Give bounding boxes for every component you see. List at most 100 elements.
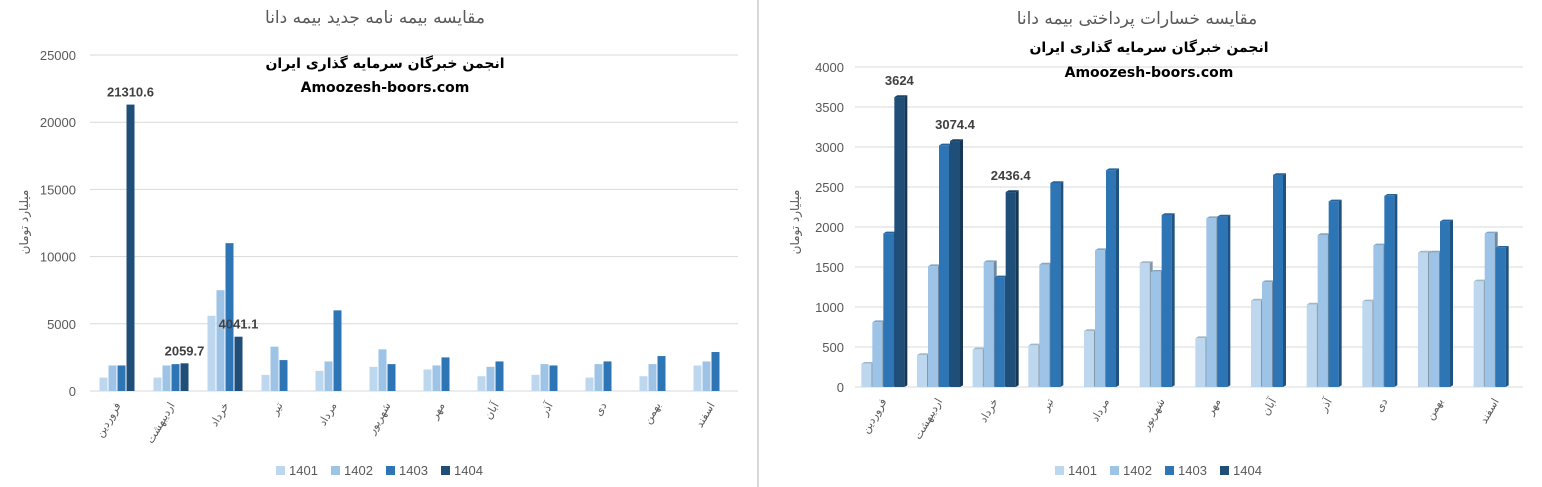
bar (861, 363, 872, 387)
bar-top (1139, 261, 1153, 263)
x-tick-label: فروردین (859, 396, 889, 436)
bar (1161, 215, 1172, 387)
bar-side (1015, 190, 1019, 387)
bar (423, 369, 432, 391)
bar (1262, 282, 1272, 387)
watermark-site: Amoozesh-boors.com (1065, 65, 1234, 81)
bar-top (1039, 262, 1053, 265)
data-label: 3624 (885, 73, 915, 88)
bar (153, 377, 162, 391)
x-tick-label: اسفند (693, 400, 718, 430)
bar (270, 346, 279, 391)
bar (883, 233, 894, 387)
chart-new-policies-svg: مقایسه بیمه نامه جدید بیمه دانا 0 5000 1000… (17, 8, 738, 478)
bar-top (1473, 279, 1487, 282)
bar-top (972, 347, 986, 350)
bar (333, 310, 342, 391)
data-label: 4041.1 (219, 317, 259, 332)
bar (531, 374, 540, 391)
legend-swatch (1165, 466, 1174, 475)
bar (693, 365, 702, 391)
y-tick-label: 4000 (815, 60, 844, 75)
bar (126, 104, 135, 391)
bar-top (1273, 173, 1286, 175)
bar-top (1317, 233, 1331, 235)
y-tick-label: 1000 (815, 300, 844, 315)
chart-title: مقایسه خسارات پرداختی بیمه دانا (1017, 9, 1258, 29)
bar (261, 374, 270, 391)
bar-side (1116, 168, 1119, 387)
bar (1317, 235, 1328, 387)
y-tick-label: 3500 (815, 100, 844, 115)
watermark-site: Amoozesh-boors.com (301, 80, 470, 96)
bar (1084, 331, 1094, 387)
bar-side (1338, 199, 1342, 387)
x-tick-label: بهمن (641, 400, 664, 426)
bar-top (894, 95, 908, 98)
bar (711, 352, 720, 391)
legend-label: 1402 (1123, 463, 1152, 478)
bar (1373, 245, 1384, 387)
legend-swatch (331, 466, 340, 475)
bar (162, 365, 171, 391)
y-axis-label: میلیارد تومان (17, 190, 32, 255)
bar (207, 315, 216, 391)
bar-side (1060, 181, 1064, 387)
bar-top (1440, 219, 1453, 222)
y-tick-label: 25000 (40, 48, 76, 63)
bar (917, 355, 927, 387)
bar (950, 141, 960, 387)
bar (1095, 250, 1105, 387)
bar (369, 366, 378, 391)
y-tick-label: 0 (837, 380, 844, 395)
bar (1429, 252, 1439, 387)
data-label: 2059.7 (165, 343, 205, 358)
bar-top (1050, 181, 1064, 183)
watermark-org: انجمن خبرگان سرمایه گذاری ایران (1029, 39, 1268, 56)
bar-top (928, 264, 941, 267)
bar (486, 366, 495, 391)
y-tick-label: 5000 (47, 317, 76, 332)
bar (225, 243, 234, 391)
bar (1206, 218, 1217, 387)
legend-swatch (441, 466, 450, 475)
y-axis-label: میلیارد تومان (788, 190, 803, 255)
x-tick-label: آبان (1258, 395, 1279, 418)
legend-swatch (276, 466, 285, 475)
x-tick-label: خرداد (207, 400, 231, 429)
bar (1028, 345, 1039, 387)
legend-label: 1401 (289, 463, 318, 478)
bar-top (1262, 280, 1275, 283)
bar-top (1484, 231, 1498, 234)
bar (928, 266, 938, 387)
bar (1306, 304, 1317, 387)
bar-top (1384, 194, 1398, 196)
bar (117, 365, 126, 391)
bar-top (1095, 248, 1108, 251)
y-tick-label: 500 (822, 340, 844, 355)
bar-top (1306, 302, 1320, 305)
bar (549, 365, 558, 391)
legend-swatch (386, 466, 395, 475)
bar-top (1084, 329, 1097, 331)
bar-side (1171, 213, 1175, 387)
bar-top (1495, 246, 1509, 248)
bar (1217, 216, 1228, 387)
bar (1473, 281, 1484, 387)
legend-swatch (1110, 466, 1119, 475)
bar-top (994, 275, 1008, 278)
bar (585, 377, 594, 391)
bar-top (1362, 299, 1376, 302)
bar (1495, 247, 1506, 387)
bar (657, 356, 666, 391)
x-tick-label: اسفند (1477, 396, 1502, 426)
x-tick-label: فروردین (93, 400, 123, 440)
bar-top (1251, 298, 1264, 301)
bar-side (1227, 214, 1231, 387)
bar (315, 370, 324, 391)
chart-paid-claims: مقایسه خسارات پرداختی بیمه دانا 0 500 1000 1… (759, 0, 1542, 487)
bar (324, 361, 333, 391)
legend-label: 1403 (399, 463, 428, 478)
chart-title: مقایسه بیمه نامه جدید بیمه دانا (265, 8, 485, 28)
bar (603, 361, 612, 391)
